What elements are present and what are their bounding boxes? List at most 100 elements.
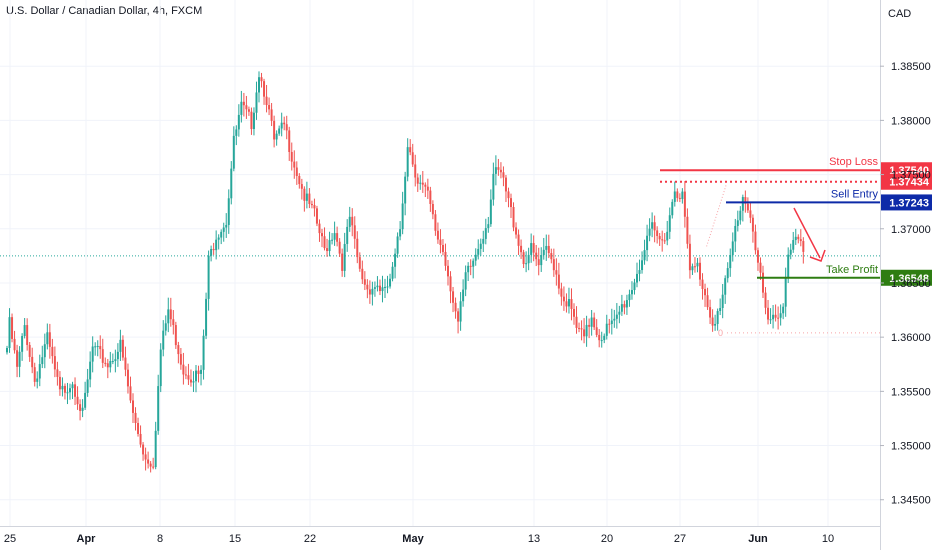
candle bbox=[555, 258, 557, 285]
candle bbox=[528, 248, 530, 270]
candle bbox=[36, 371, 38, 388]
candle bbox=[603, 333, 605, 343]
candle bbox=[475, 248, 477, 265]
price-tag-label: 1.37243 bbox=[889, 197, 929, 209]
candle bbox=[117, 343, 119, 367]
candle bbox=[563, 286, 565, 311]
candle bbox=[639, 260, 641, 282]
price-tick-label: 1.38000 bbox=[891, 115, 931, 127]
candle bbox=[492, 163, 494, 206]
candle bbox=[77, 386, 79, 410]
candle bbox=[613, 310, 615, 328]
candle bbox=[248, 107, 250, 116]
candle bbox=[772, 305, 774, 328]
candle bbox=[485, 219, 487, 245]
candle bbox=[318, 219, 320, 241]
candle bbox=[674, 182, 676, 207]
candle bbox=[560, 283, 562, 306]
candle bbox=[145, 448, 147, 471]
candle bbox=[92, 336, 94, 372]
candle bbox=[369, 280, 371, 303]
level-label: Stop Loss bbox=[829, 156, 878, 168]
candle bbox=[762, 266, 764, 298]
candle bbox=[487, 217, 489, 233]
trend-dotted-line bbox=[706, 185, 726, 248]
time-axis: 25 Apr 8 15 22 May 13 20 27 Jun 10 bbox=[0, 527, 880, 546]
candle bbox=[331, 233, 333, 244]
candle bbox=[424, 182, 426, 197]
candle bbox=[540, 247, 542, 272]
candle bbox=[686, 208, 688, 248]
candle bbox=[122, 335, 124, 360]
candle bbox=[192, 371, 194, 392]
candle bbox=[666, 221, 668, 245]
candle bbox=[530, 234, 532, 263]
candle bbox=[281, 113, 283, 137]
candle bbox=[671, 199, 673, 218]
candle bbox=[82, 399, 84, 417]
candle bbox=[651, 212, 653, 237]
candle bbox=[616, 303, 618, 329]
candle bbox=[654, 216, 656, 243]
candle bbox=[185, 366, 187, 379]
candle bbox=[6, 346, 8, 355]
price-tick-label: 1.35500 bbox=[891, 386, 931, 398]
candle bbox=[507, 188, 509, 208]
candle bbox=[538, 248, 540, 276]
candle bbox=[500, 162, 502, 178]
candle bbox=[311, 201, 313, 209]
candle bbox=[208, 251, 210, 311]
candle bbox=[261, 73, 263, 88]
candle bbox=[278, 126, 280, 136]
candle bbox=[739, 206, 741, 225]
candle bbox=[770, 308, 772, 324]
candle bbox=[127, 364, 129, 394]
time-tick-label: 13 bbox=[528, 533, 540, 545]
candle bbox=[109, 352, 111, 373]
candle bbox=[354, 216, 356, 248]
candle bbox=[313, 199, 315, 217]
candle bbox=[460, 292, 462, 331]
candle bbox=[283, 117, 285, 131]
candle bbox=[341, 249, 343, 277]
candle bbox=[253, 107, 255, 135]
candle bbox=[659, 233, 661, 246]
level-sell-entry[interactable]: Sell Entry 1.37243 bbox=[726, 188, 932, 210]
candle bbox=[472, 258, 474, 278]
candle bbox=[444, 244, 446, 271]
candle bbox=[61, 377, 63, 396]
candle bbox=[450, 271, 452, 303]
candle bbox=[795, 229, 797, 245]
candle bbox=[780, 304, 782, 325]
candle bbox=[457, 308, 459, 333]
candle bbox=[646, 225, 648, 262]
candle bbox=[596, 319, 598, 337]
candle bbox=[578, 323, 580, 333]
candle bbox=[414, 155, 416, 187]
candle bbox=[87, 369, 89, 397]
candle bbox=[64, 383, 66, 399]
candle bbox=[676, 188, 678, 201]
candle bbox=[641, 251, 643, 273]
candle bbox=[41, 346, 43, 368]
price-tick-label: 1.36500 bbox=[891, 278, 931, 290]
candle bbox=[225, 213, 227, 238]
candle bbox=[245, 96, 247, 119]
candle bbox=[135, 407, 137, 430]
candle bbox=[598, 329, 600, 347]
candle bbox=[155, 422, 157, 469]
candle bbox=[389, 274, 391, 289]
candle bbox=[266, 85, 268, 112]
candle bbox=[550, 249, 552, 264]
candle bbox=[72, 382, 74, 399]
grid-lines bbox=[0, 0, 880, 526]
candle bbox=[346, 219, 348, 252]
level-label: Sell Entry bbox=[831, 188, 879, 200]
candle bbox=[759, 257, 761, 280]
candle bbox=[210, 246, 212, 262]
candle bbox=[381, 276, 383, 303]
candle bbox=[165, 315, 167, 335]
candle bbox=[94, 342, 96, 355]
candle bbox=[790, 244, 792, 260]
